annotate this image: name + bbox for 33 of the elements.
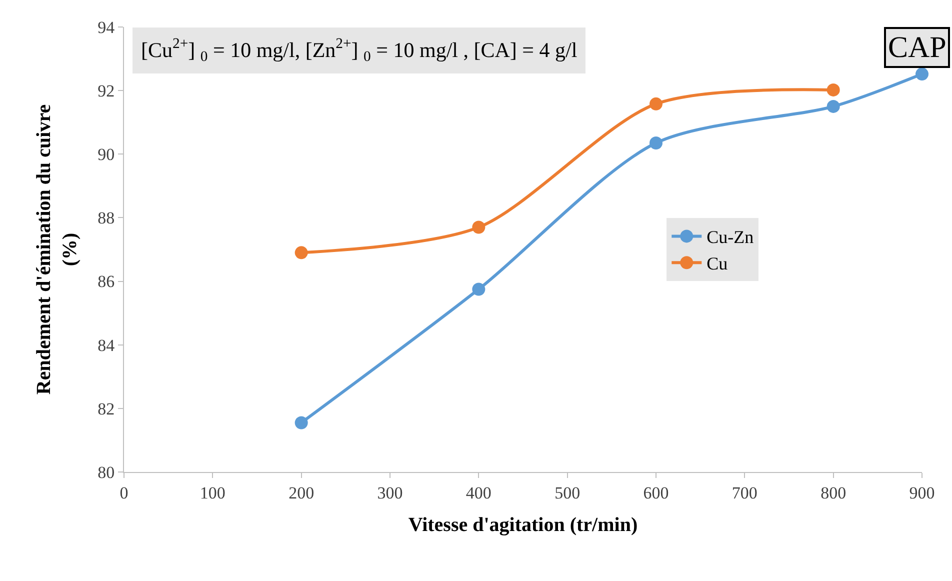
x-tick-label: 0: [120, 483, 128, 502]
x-tick-label: 700: [732, 483, 758, 502]
point: [826, 83, 840, 96]
point: [294, 416, 308, 430]
x-tick-label: 800: [820, 483, 846, 502]
point: [294, 246, 308, 260]
y-tick-label: 86: [98, 272, 115, 292]
point: [472, 282, 486, 296]
point: [650, 136, 662, 150]
y-tick-label: 94: [98, 18, 116, 37]
text: [Cu$^{2+}$] $_{0}$ = 10 mg/l, [Zn$^{2+}$] $_{0}$ = 10 mg/l , [CA] = 4 g/l: [141, 36, 578, 66]
legend-label: Cu: [706, 254, 728, 274]
y-tick-label: 88: [98, 208, 115, 228]
y-tick-label: 92: [98, 82, 115, 101]
legend-label: Cu-Zn: [706, 227, 754, 248]
x-tick-label: 400: [466, 483, 492, 502]
y-tick-label: 84: [98, 336, 116, 355]
y-axis-title: Rendement d'émination du cuivre (%): [33, 104, 82, 395]
x-axis-title: Vitesse d'agitation (tr/min): [408, 514, 638, 536]
x-tick-label: 600: [643, 483, 669, 502]
point: [472, 220, 486, 234]
x-tick-label: 900: [909, 483, 935, 502]
point: [826, 100, 840, 113]
x-tick-label: 500: [554, 483, 580, 502]
annotation: CAP: [888, 31, 946, 64]
x-tick-label: 300: [377, 483, 403, 502]
point: [650, 97, 662, 110]
y-tick-label: 80: [98, 462, 115, 482]
y-tick-label: 82: [98, 399, 115, 418]
point: [916, 68, 928, 81]
x-tick-label: 200: [288, 483, 314, 502]
x-tick-label: 100: [200, 483, 226, 502]
y-tick-label: 90: [98, 145, 115, 164]
